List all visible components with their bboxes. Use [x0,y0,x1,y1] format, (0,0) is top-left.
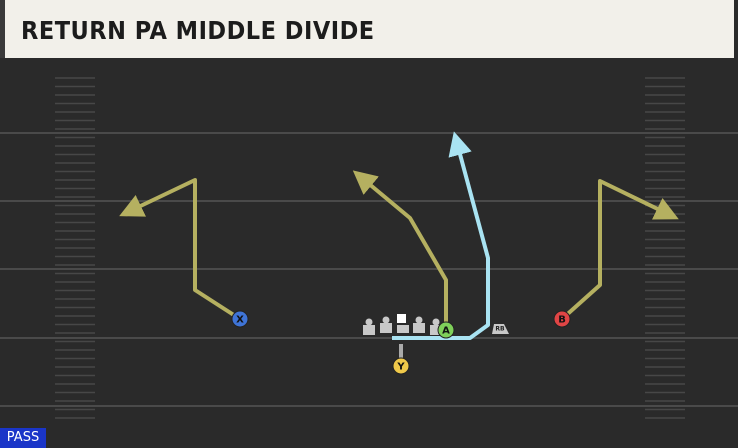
player-label: Y [396,362,405,373]
player-a: A [437,321,455,339]
route-a [352,170,448,330]
routes [119,170,679,330]
route-rb [392,131,490,340]
header: RETURN PA MIDDLE DIVIDE [0,0,734,58]
player-x: X [231,310,249,328]
lineman [380,316,392,333]
lineman [363,318,375,335]
player-b: B [553,310,571,328]
player-y: Y [392,357,410,375]
hash-marks [55,77,685,419]
lineman [430,318,442,335]
route-x [119,178,242,321]
lineman [413,316,425,333]
player-label: A [442,326,450,337]
play-type-badge: PASS [0,428,46,448]
lineman [397,314,409,333]
route-b [560,179,679,321]
play-title: RETURN PA MIDDLE DIVIDE [21,16,375,45]
linemen [363,314,442,335]
player-label: RB [495,326,505,333]
player-rb: RB [492,324,509,334]
player-label: B [558,315,566,326]
yard-lines [0,132,738,407]
player-label: X [236,315,244,326]
